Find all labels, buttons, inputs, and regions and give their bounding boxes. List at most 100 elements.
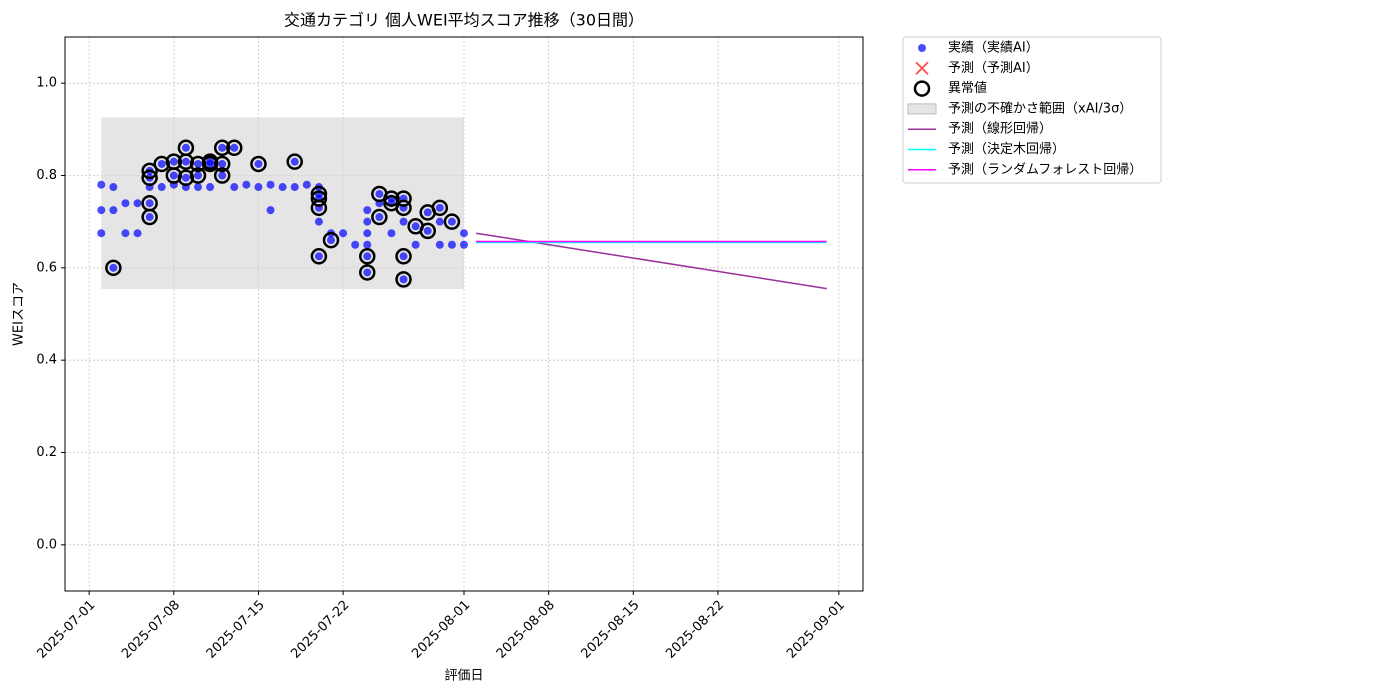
anomaly-ring	[189, 155, 207, 173]
point	[460, 229, 468, 238]
point	[97, 229, 106, 238]
anomaly-ring	[177, 169, 195, 187]
anomaly-ring	[395, 271, 412, 288]
x-tick-label: 2025-07-22	[288, 598, 352, 662]
anomaly-ring	[141, 162, 158, 180]
point	[290, 183, 299, 192]
anomaly-ring	[141, 169, 158, 187]
anomaly-ring	[250, 155, 267, 173]
point	[399, 217, 408, 226]
point	[194, 159, 202, 168]
point	[375, 213, 384, 222]
point	[109, 206, 118, 215]
legend-label: 予測（線形回帰）	[948, 121, 1052, 137]
point	[411, 222, 420, 231]
point	[218, 171, 227, 180]
point	[375, 189, 384, 198]
anomaly-ring	[359, 264, 376, 281]
point	[181, 157, 190, 166]
point	[266, 206, 275, 215]
point	[278, 183, 287, 192]
x-tick-label: 2025-07-01	[34, 598, 98, 662]
y-axis-label: WEIスコア	[12, 282, 27, 346]
point	[314, 217, 323, 226]
x-axis-label: 評価日	[444, 669, 483, 684]
anomaly-ring	[431, 199, 449, 217]
point	[435, 203, 444, 212]
y-tick-label: 1.0	[36, 76, 57, 91]
point	[387, 229, 396, 238]
anomaly-ring	[359, 248, 376, 265]
point	[218, 159, 227, 168]
anomaly-ring	[443, 213, 461, 230]
point	[290, 157, 299, 166]
anomaly-ring	[395, 190, 412, 207]
point	[918, 44, 926, 52]
point	[133, 229, 142, 238]
chart-title: 交通カテゴリ 個人WEI平均スコア推移（30日間）	[284, 11, 644, 30]
anomaly-ring	[395, 248, 412, 265]
point	[363, 268, 372, 277]
point	[363, 206, 372, 215]
x-tick-label: 2025-08-22	[663, 598, 727, 662]
plot-area: 0.0 0.2 0.4 0.6 0.8 1.0 2025-07-01 2025-07-08 20…	[34, 37, 863, 662]
point	[242, 180, 251, 189]
x-tick-label: 2025-08-15	[579, 598, 643, 662]
axes-frame	[64, 36, 864, 592]
point	[169, 157, 178, 166]
anomaly-ring	[322, 231, 340, 249]
y-tick-label: 0.4	[36, 353, 57, 368]
anomaly-ring	[177, 153, 195, 170]
point	[254, 183, 263, 192]
point	[399, 275, 408, 284]
anomaly-ring	[383, 190, 400, 207]
y-tick-label: 0.8	[36, 168, 57, 183]
point	[447, 240, 456, 249]
point-x	[915, 61, 929, 75]
anomaly-ring	[371, 208, 388, 226]
legend-label: 異常値	[948, 80, 987, 96]
x-tick-label: 2025-07-15	[204, 598, 268, 662]
point	[230, 183, 239, 192]
legend-label: 実績（実績AI）	[948, 40, 1039, 56]
point	[145, 199, 154, 208]
legend-label: 予測の不確かさ範囲（xAI/3σ）	[948, 100, 1132, 116]
point	[314, 252, 323, 261]
point	[145, 213, 154, 222]
point	[121, 229, 130, 238]
point	[302, 180, 311, 189]
anomaly-ring	[213, 139, 231, 157]
point	[121, 199, 130, 208]
point	[351, 240, 360, 249]
anomaly-ring	[189, 167, 207, 184]
y-tick-label: 0.2	[36, 445, 57, 460]
anomaly-ring	[913, 80, 931, 97]
point	[218, 143, 227, 152]
point	[327, 236, 335, 245]
point	[97, 206, 106, 215]
point	[363, 240, 372, 249]
anomaly-ring	[310, 190, 328, 207]
x-tick-label: 2025-08-08	[494, 598, 558, 662]
anomaly-ring	[201, 153, 219, 170]
point	[423, 208, 432, 217]
point	[460, 240, 468, 249]
x-tick-label: 2025-07-08	[119, 598, 183, 662]
legend-label: 予測（決定木回帰）	[948, 141, 1065, 157]
point	[435, 217, 444, 226]
anomaly-ring	[419, 222, 436, 240]
anomaly-ring	[395, 199, 412, 217]
point	[194, 171, 202, 180]
anomaly-ring	[310, 248, 328, 265]
anomaly-ring	[213, 155, 231, 173]
anomaly-ring	[153, 155, 170, 173]
x-tick-label: 2025-08-01	[409, 598, 473, 662]
x-tick-label: 2025-09-01	[784, 598, 848, 662]
point	[169, 171, 178, 180]
point	[109, 263, 118, 272]
point	[181, 143, 190, 152]
point	[254, 159, 263, 168]
point	[194, 183, 202, 192]
y-tick-label: 0.0	[36, 537, 57, 552]
point	[109, 183, 118, 192]
